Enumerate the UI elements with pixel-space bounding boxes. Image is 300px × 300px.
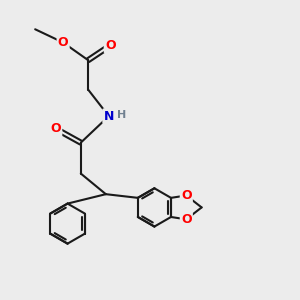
Text: N: N (103, 110, 114, 123)
Text: O: O (181, 213, 192, 226)
Text: O: O (58, 36, 68, 49)
Text: O: O (50, 122, 61, 135)
Text: O: O (181, 189, 192, 202)
Text: H: H (116, 110, 126, 120)
Text: O: O (105, 39, 116, 52)
